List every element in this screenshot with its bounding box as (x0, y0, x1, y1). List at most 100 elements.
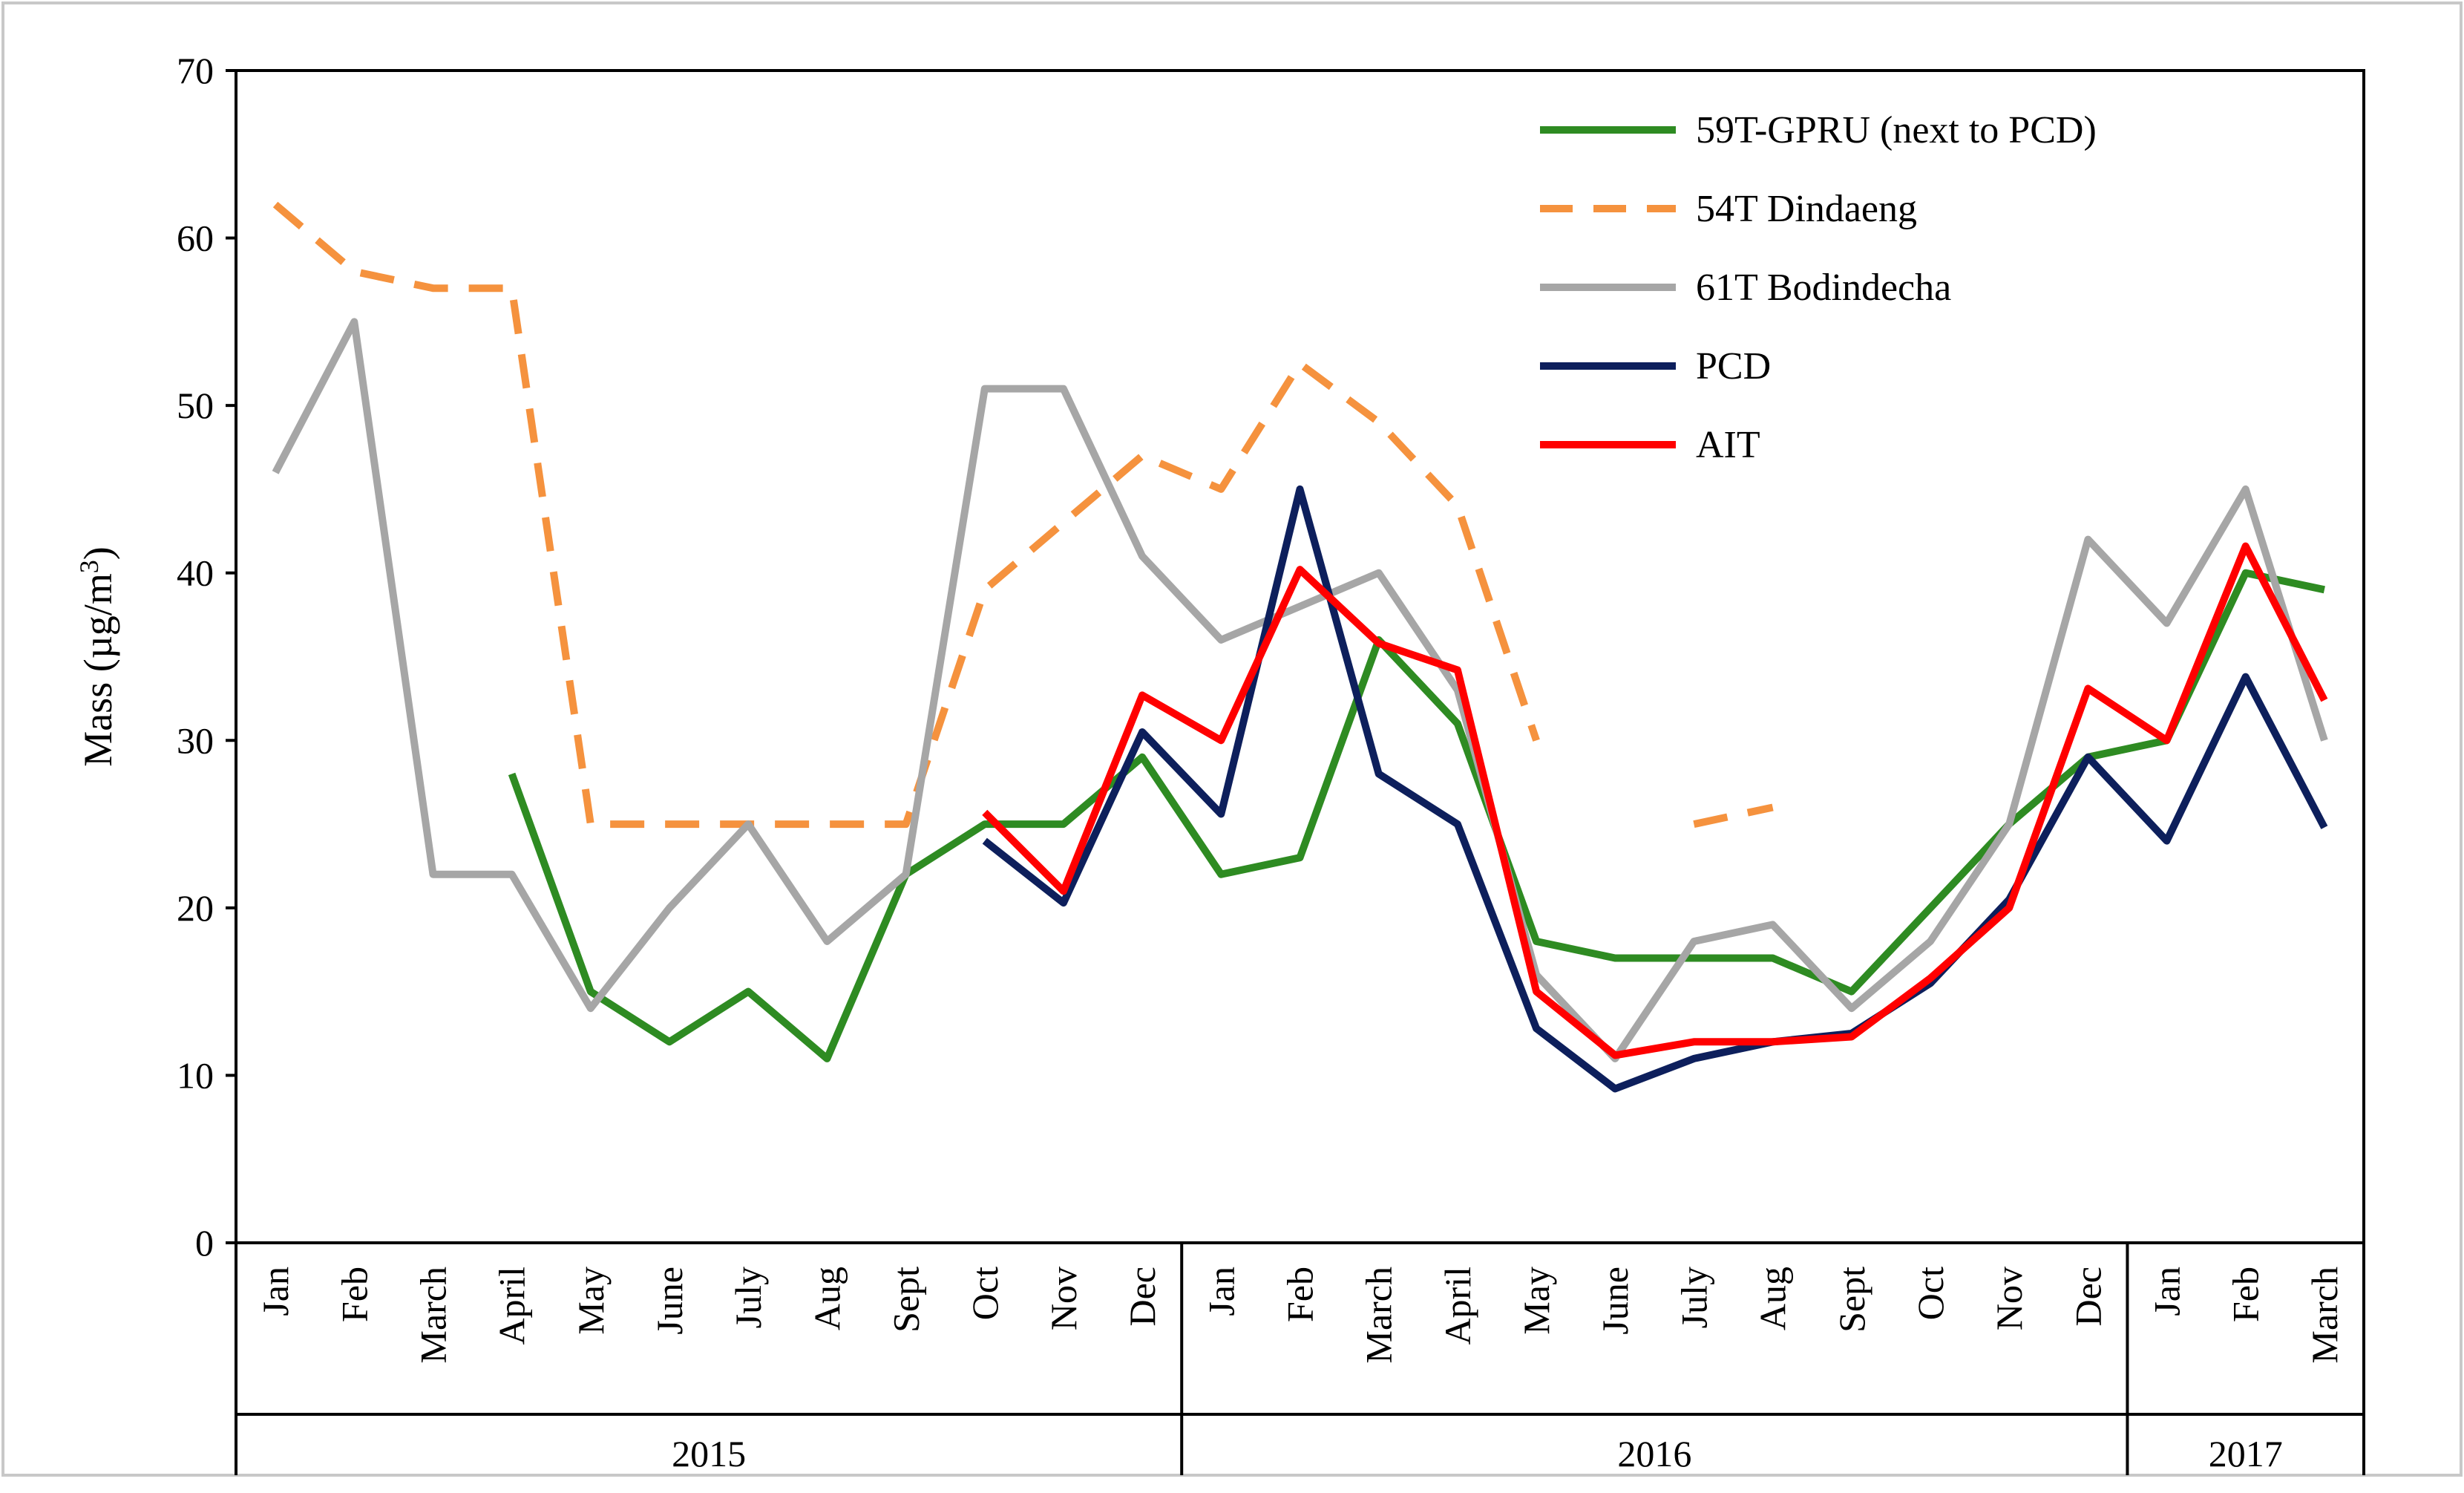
data-point (1693, 823, 1694, 825)
y-tick-label: 50 (177, 385, 214, 426)
data-point (1141, 694, 1143, 696)
legend-label: PCD (1696, 345, 1771, 388)
data-point (826, 1058, 828, 1059)
x-category-label: March (2304, 1267, 2345, 1364)
data-point (1300, 606, 1301, 607)
x-category-label: June (649, 1267, 690, 1335)
data-point (2324, 827, 2325, 829)
x-category-label: Feb (2225, 1267, 2267, 1322)
data-point (432, 287, 433, 289)
data-point (2087, 757, 2088, 758)
data-point (1772, 924, 1774, 925)
data-point (1457, 723, 1458, 725)
data-point (1457, 690, 1458, 691)
x-category-label: May (570, 1267, 612, 1335)
data-point (984, 589, 986, 590)
y-axis-ticks: 0 10 20 30 40 50 60 70 (177, 50, 236, 1264)
data-point (2324, 699, 2325, 701)
data-point (1063, 522, 1064, 523)
data-point (2324, 589, 2325, 590)
data-point (1457, 823, 1458, 825)
data-point (275, 471, 276, 473)
data-point (1772, 958, 1774, 959)
y-tick-label: 40 (177, 552, 214, 594)
x-category-label: July (1673, 1267, 1714, 1328)
data-point (1220, 814, 1222, 815)
data-point (1930, 907, 1931, 909)
data-point (275, 203, 276, 205)
x-category-label: Feb (333, 1267, 375, 1322)
data-point (1693, 958, 1694, 959)
data-point (1220, 639, 1222, 641)
legend-label: 61T Bodindecha (1696, 267, 1951, 309)
legend-label: 59T-GPRU (next to PCD) (1696, 109, 2097, 151)
data-point (1141, 455, 1143, 457)
data-point (1141, 731, 1143, 733)
data-point (1614, 1054, 1616, 1056)
data-point (1300, 489, 1301, 490)
data-point (1851, 1036, 1852, 1038)
y-tick-label: 0 (195, 1222, 214, 1264)
data-point (1693, 1041, 1694, 1042)
legend-label: 54T Dindaeng (1696, 188, 1917, 230)
x-category-label: Nov (1043, 1267, 1084, 1330)
data-point (1141, 757, 1143, 758)
data-point (1457, 670, 1458, 671)
data-point (1693, 1058, 1694, 1059)
y-tick-label: 70 (177, 50, 214, 91)
data-point (905, 823, 907, 825)
series-line (1693, 803, 1774, 828)
data-point (2245, 546, 2247, 547)
series-group (272, 201, 2328, 1093)
x-category-label: July (727, 1267, 769, 1328)
x-category-label: Jan (255, 1267, 296, 1316)
data-point (826, 823, 828, 825)
data-point (1063, 890, 1064, 892)
x-year-label: 2016 (1617, 1433, 1691, 1474)
data-point (669, 1041, 670, 1042)
data-point (1378, 773, 1380, 774)
y-axis-title: Mass (µg/m3) (74, 546, 120, 767)
data-point (2087, 687, 2088, 689)
data-point (1063, 823, 1064, 825)
data-point (1693, 941, 1694, 942)
data-point (2008, 907, 2010, 909)
data-point (2166, 622, 2168, 624)
data-point (353, 321, 355, 322)
x-category-label: March (1358, 1267, 1400, 1364)
data-point (2008, 823, 2010, 825)
data-point (905, 874, 907, 875)
data-point (984, 840, 986, 842)
series-line (982, 542, 2328, 1059)
data-point (1851, 1007, 1852, 1009)
x-category-label: Dec (2067, 1267, 2109, 1327)
data-point (590, 991, 592, 993)
data-point (1220, 874, 1222, 875)
plot-area-border (235, 69, 2365, 1244)
x-category-label: Feb (1279, 1267, 1321, 1322)
series-line (272, 318, 2328, 1062)
x-category-label: Aug (806, 1267, 848, 1330)
data-point (1536, 941, 1537, 942)
data-point (2087, 539, 2088, 540)
data-point (2324, 739, 2325, 741)
data-point (2245, 489, 2247, 490)
data-point (511, 773, 513, 774)
data-point (1772, 1041, 1774, 1042)
data-point (747, 991, 749, 993)
data-point (1930, 941, 1931, 942)
y-tick-label: 30 (177, 719, 214, 761)
y-tick-label: 10 (177, 1054, 214, 1096)
x-year-label: 2017 (2209, 1433, 2283, 1474)
x-year-label: 2015 (672, 1433, 746, 1474)
data-point (1300, 857, 1301, 858)
data-point (1457, 505, 1458, 506)
series-61t-bodindecha (272, 318, 2328, 1062)
data-point (669, 907, 670, 909)
data-point (1378, 572, 1380, 574)
data-point (1930, 978, 1931, 979)
data-point (984, 823, 986, 825)
data-point (1536, 739, 1537, 741)
